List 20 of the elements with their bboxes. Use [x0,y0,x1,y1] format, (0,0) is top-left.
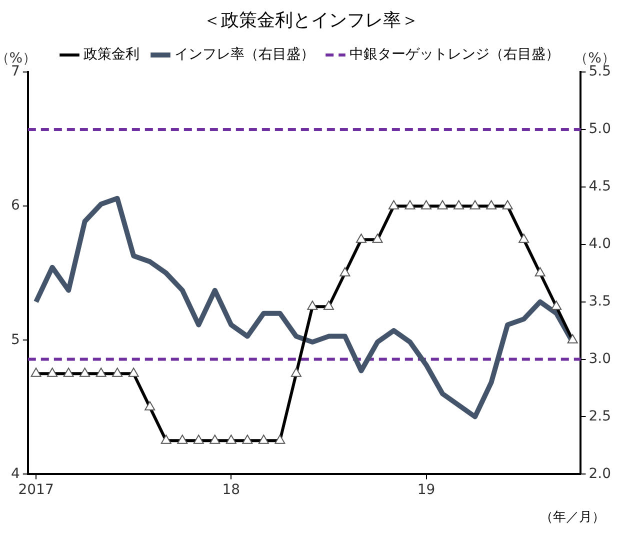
y2-tick-label: 5.5 [588,64,611,80]
y2-tick-label: 2.5 [588,408,611,424]
chart-title: ＜政策金利とインフレ率＞ [202,9,420,33]
y2-tick-label: 5.0 [588,121,611,138]
y2-tick-label: 4.5 [588,178,611,195]
y-tick-label: 7 [10,64,20,80]
y2-tick-label: 3.0 [588,350,611,367]
y2-tick-label: 3.5 [588,293,611,310]
x-axis-title: （年／月） [540,509,605,526]
legend-label: インフレ率（右目盛） [174,46,314,63]
x-tick-label: 19 [417,482,436,498]
y-tick-label: 6 [10,198,20,214]
y-tick-label: 4 [10,466,20,482]
x-tick-label: 18 [222,482,240,498]
y2-tick-label: 4.0 [588,236,611,252]
y-tick-label: 5 [10,332,20,348]
legend-label: 政策金利 [84,46,140,63]
x-tick-label: 2017 [18,482,54,498]
legend-label: 中銀ターゲットレンジ（右目盛） [350,46,560,63]
y2-tick-label: 2.0 [588,466,611,482]
